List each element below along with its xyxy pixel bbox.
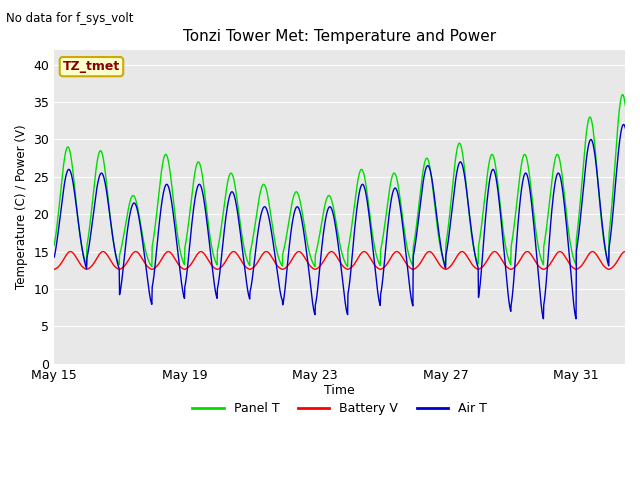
Legend: Panel T, Battery V, Air T: Panel T, Battery V, Air T bbox=[188, 397, 492, 420]
Text: TZ_tmet: TZ_tmet bbox=[63, 60, 120, 73]
Y-axis label: Temperature (C) / Power (V): Temperature (C) / Power (V) bbox=[15, 124, 28, 289]
X-axis label: Time: Time bbox=[324, 384, 355, 397]
Title: Tonzi Tower Met: Temperature and Power: Tonzi Tower Met: Temperature and Power bbox=[183, 29, 496, 44]
Text: No data for f_sys_volt: No data for f_sys_volt bbox=[6, 12, 134, 25]
